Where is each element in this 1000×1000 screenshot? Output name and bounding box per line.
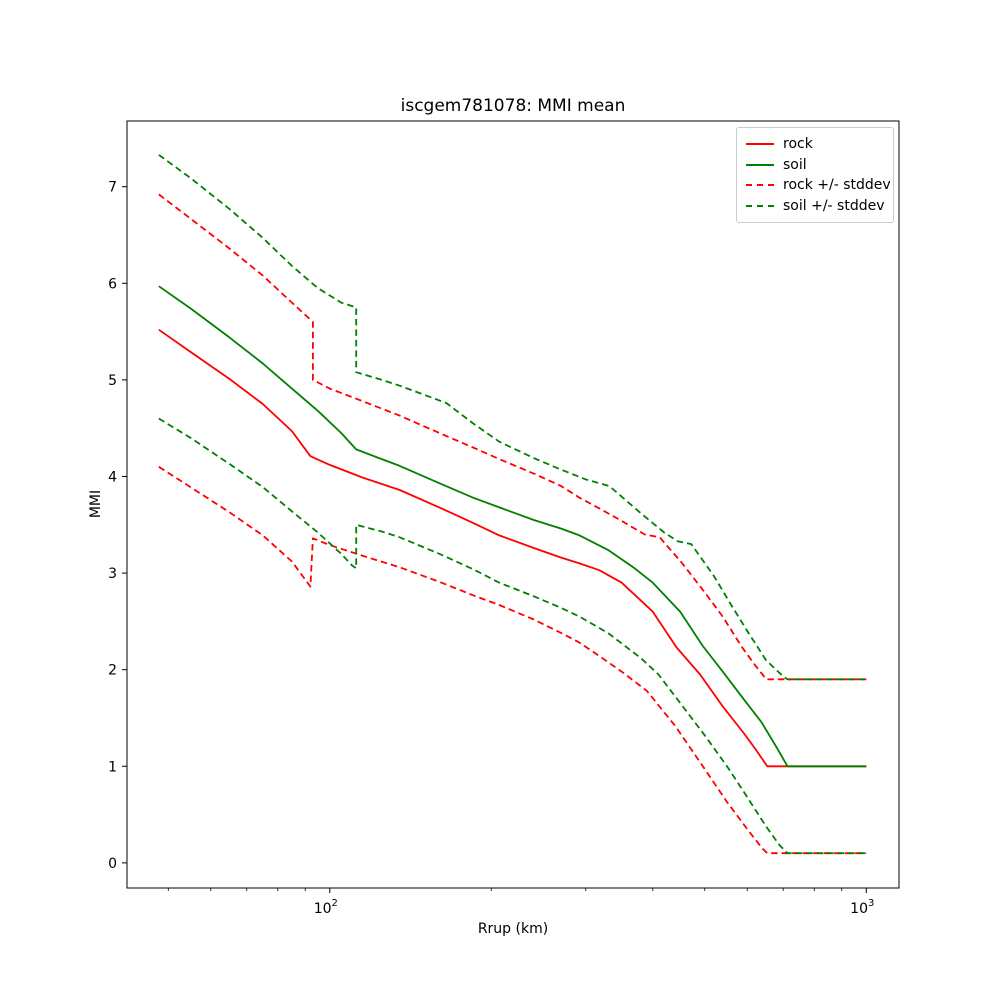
- chart-title: iscgem781078: MMI mean: [400, 96, 626, 116]
- legend-label: rock +/- stddev: [783, 177, 891, 194]
- x-axis-label: Rrup (km): [477, 921, 549, 937]
- legend-label: rock: [783, 136, 813, 153]
- legend-item-soil-stddev: soil +/- stddev: [746, 196, 885, 217]
- y-tick-label: 4: [108, 469, 117, 485]
- x-tick-label: 102: [314, 898, 338, 917]
- rock-line-swatch: [746, 143, 774, 146]
- legend-item-soil: soil: [746, 155, 884, 176]
- y-tick-label: 1: [108, 759, 117, 775]
- y-tick-label: 7: [108, 180, 117, 196]
- x-tick-label: 103: [850, 898, 874, 917]
- series-soil-minus-stddev: [158, 417, 867, 855]
- legend-item-rock: rock: [746, 134, 884, 155]
- rock-stddev-line-swatch: [746, 184, 774, 187]
- y-axis-label: MMI: [88, 489, 104, 519]
- legend-item-rock-stddev: rock +/- stddev: [746, 175, 891, 196]
- soil-stddev-line-swatch: [746, 204, 774, 207]
- legend: rock soil rock +/- stddev soil +/- stdde…: [736, 127, 894, 223]
- y-tick-label: 3: [108, 566, 117, 582]
- series-soil-mean: [158, 285, 867, 768]
- y-tick-label: 0: [108, 856, 117, 872]
- series-rock-mean: [158, 328, 867, 768]
- series-rock-minus-stddev: [158, 466, 867, 855]
- y-tick-label: 6: [108, 276, 117, 292]
- legend-label: soil: [783, 156, 807, 173]
- axes-frame: [126, 120, 900, 889]
- legend-label: soil +/- stddev: [783, 197, 885, 214]
- y-tick-label: 2: [108, 663, 117, 679]
- series-rock-plus-stddev: [158, 193, 867, 681]
- y-tick-label: 5: [108, 373, 117, 389]
- series-soil-plus-stddev: [158, 154, 867, 681]
- soil-line-swatch: [746, 163, 774, 166]
